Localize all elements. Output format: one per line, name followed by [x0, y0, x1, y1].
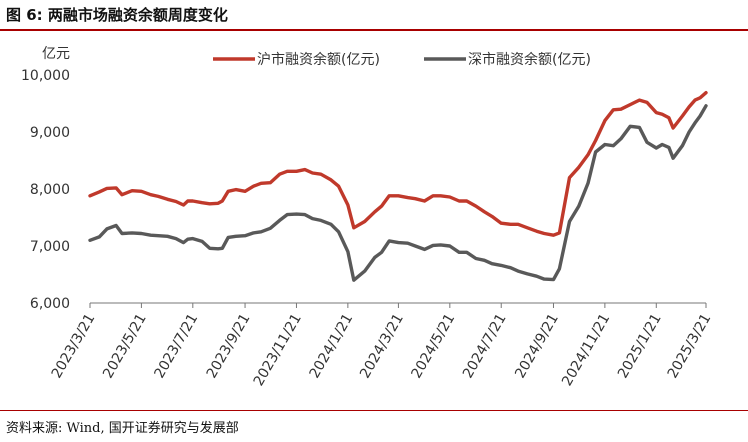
x-tick-label: 2024/3/21	[357, 311, 407, 381]
series-layer	[88, 91, 708, 282]
x-tick-label: 2023/3/21	[49, 311, 99, 381]
y-axis: 6,000 7,000 8,000 9,000 10,000	[21, 68, 70, 312]
title-divider	[0, 29, 748, 31]
x-tick-label: 2024/9/21	[512, 311, 562, 381]
x-tick-label: 2025/1/21	[615, 311, 665, 381]
x-tick-label: 2023/11/21	[251, 311, 305, 389]
y-tick-label: 9,000	[30, 125, 70, 141]
x-tick-label: 2023/9/21	[204, 311, 254, 381]
legend-label: 沪市融资余额(亿元)	[257, 51, 380, 68]
y-tick-label: 10,000	[21, 68, 70, 84]
legend-label: 深市融资余额(亿元)	[468, 51, 591, 68]
x-tick-label: 2025/3/21	[665, 311, 715, 381]
series-line-shanghai	[88, 91, 708, 237]
y-tick-label: 7,000	[30, 239, 70, 255]
footer-divider	[0, 410, 748, 411]
x-tick-label: 2024/11/21	[559, 311, 613, 389]
line-chart: 亿元 沪市融资余额(亿元) 深市融资余额(亿元) 6,000 7,000 8,000 9…	[21, 46, 715, 389]
x-axis: 2023/3/21 2023/5/21 2023/7/21 2023/9/212023…	[49, 303, 715, 389]
series-line-shenzhen	[88, 104, 708, 282]
figure-title: 图 6: 两融市场融资余额周度变化	[6, 6, 228, 24]
y-tick-label: 6,000	[30, 296, 70, 312]
y-axis-unit-label: 亿元	[42, 46, 70, 62]
x-tick-label: 2024/7/21	[460, 311, 510, 381]
x-tick-label: 2024/1/21	[307, 311, 357, 381]
x-tick-label: 2023/5/21	[100, 311, 150, 381]
x-tick-label: 2023/7/21	[152, 311, 202, 381]
chart-legend: 沪市融资余额(亿元) 深市融资余额(亿元)	[213, 51, 591, 68]
y-tick-label: 8,000	[30, 182, 70, 198]
source-note: 资料来源: Wind, 国开证券研究与发展部	[6, 421, 239, 436]
x-tick-label: 2024/5/21	[409, 311, 459, 381]
